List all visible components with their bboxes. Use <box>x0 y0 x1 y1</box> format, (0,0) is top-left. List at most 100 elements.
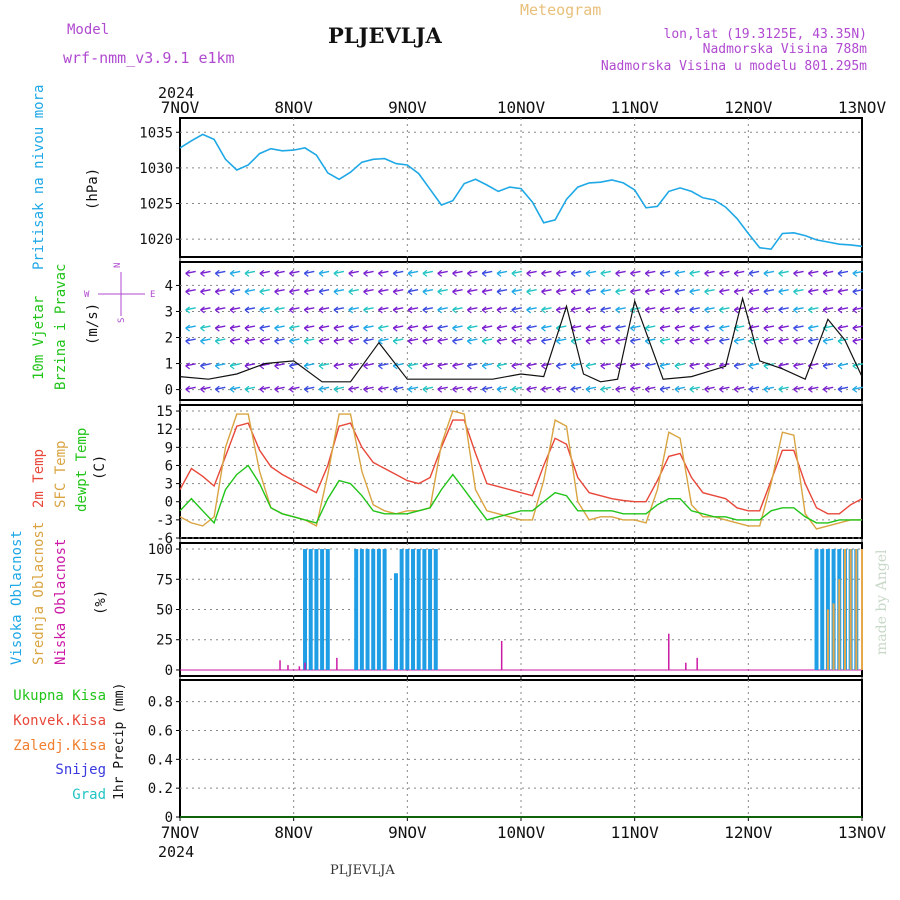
cloud-bar-high <box>422 549 427 670</box>
wind-arrow <box>823 270 834 275</box>
wind-arrow-head <box>808 288 813 296</box>
wind-arrow <box>748 270 760 275</box>
wind-arrow <box>467 325 478 329</box>
wind-arrow <box>689 270 700 275</box>
wind-arrow <box>793 288 804 293</box>
wind-arrow <box>482 386 493 390</box>
wind-arrow <box>393 270 404 275</box>
wind-arrow <box>704 288 715 293</box>
wind-arrow-head <box>511 288 517 296</box>
date-tick-bottom: 10NOV <box>497 823 546 842</box>
wind-arrow-head <box>837 385 843 393</box>
wind-arrow-head <box>852 288 858 296</box>
wind-arrow-head <box>333 324 339 332</box>
cloud-label-1: Visoka Oblacnost <box>9 530 25 665</box>
wind-arrow <box>734 307 745 311</box>
wind-arrow-head <box>555 362 561 370</box>
wind-arrow-head <box>778 385 784 393</box>
cloud-bar-high <box>433 549 438 670</box>
panel-frame <box>179 117 863 258</box>
wind-arrow <box>348 325 359 329</box>
wind-arrow <box>259 325 270 329</box>
wind-arrow <box>585 363 597 367</box>
wind-arrow-head <box>407 362 413 370</box>
wind-arrow <box>734 270 745 275</box>
wind-arrow <box>259 307 270 311</box>
wind-arrow-head <box>852 306 858 314</box>
wind-arrow-head <box>422 288 428 296</box>
wind-arrow-head <box>763 337 769 345</box>
wind-arrow <box>511 288 522 293</box>
wind-arrow <box>734 325 745 329</box>
wind-arrow <box>674 338 686 342</box>
wind-arrow <box>541 270 552 275</box>
wind-arrow <box>289 307 300 311</box>
wind-arrow <box>422 307 434 311</box>
wind-arrow-head <box>837 306 843 314</box>
wind-arrow <box>719 288 730 293</box>
footer-station: PLJEVLJA <box>330 863 395 878</box>
wind-arrow-head <box>437 362 443 370</box>
wind-arrow-head <box>348 362 354 370</box>
wind-arrow <box>852 270 863 275</box>
wind-arrow-head <box>526 306 532 314</box>
wind-arrow-head <box>659 306 665 314</box>
wind-arrow-head <box>644 324 650 332</box>
wind-arrow <box>823 363 834 367</box>
wind-arrow <box>304 386 315 390</box>
wind-arrow-head <box>659 324 665 332</box>
wind-arrow <box>852 338 863 342</box>
wind-arrow-head <box>303 385 309 393</box>
wind-arrow-head <box>555 385 561 393</box>
wind-arrow-head <box>748 362 754 370</box>
wind-arrow <box>837 307 849 311</box>
wind-arrow <box>318 386 330 390</box>
wind-arrow <box>704 270 715 275</box>
wind-arrow-head <box>644 269 650 277</box>
wind-arrow <box>363 270 374 275</box>
wind-arrow <box>659 307 671 311</box>
wind-arrow <box>511 325 522 329</box>
wind-arrow-head <box>808 337 813 345</box>
wind-arrow <box>541 307 552 311</box>
wind-arrow-head <box>541 288 546 296</box>
wind-arrow-head <box>674 362 680 370</box>
wind-arrow-head <box>244 306 250 314</box>
wind-arrow-head <box>333 385 339 393</box>
wind-arrow <box>556 386 567 390</box>
wind-arrow-head <box>615 385 620 393</box>
coords-label: lon,lat (19.3125E, 43.35N) <box>664 27 868 42</box>
wind-arrow <box>615 307 626 311</box>
wind-arrow <box>244 363 256 367</box>
wind-arrow <box>793 270 804 275</box>
wind-arrow <box>719 325 730 329</box>
wind-arrow <box>200 325 211 329</box>
wind-arrow-head <box>763 288 769 296</box>
wind-arrow <box>719 386 730 390</box>
wind-arrow-head <box>674 385 680 393</box>
wind-arrow-head <box>570 385 576 393</box>
wind-arrow <box>496 325 508 329</box>
wind-arrow <box>511 307 522 311</box>
wind-arrow-head <box>452 385 457 393</box>
wind-arrow <box>244 288 256 293</box>
wind-arrow <box>556 288 567 293</box>
cloud-bar-high <box>411 549 416 670</box>
y-tick-label: 75 <box>156 572 173 588</box>
wind-arrow <box>659 325 671 329</box>
wind-arrow <box>437 338 448 342</box>
wind-arrow-head <box>837 337 843 345</box>
cloud-bar-high <box>382 549 387 670</box>
wind-arrow <box>526 338 537 342</box>
wind-arrow <box>259 270 270 275</box>
y-tick-label: 0 <box>165 663 173 679</box>
wind-compass: N W E S <box>84 263 155 323</box>
wind-arrow <box>600 386 611 390</box>
wind-arrow-head <box>511 385 517 393</box>
wind-arrow-head <box>407 385 413 393</box>
wind-arrow <box>659 338 671 342</box>
wind-arrow <box>511 270 522 275</box>
wind-arrow <box>541 338 552 342</box>
wind-arrow <box>585 288 597 293</box>
wind-arrow <box>763 270 775 275</box>
